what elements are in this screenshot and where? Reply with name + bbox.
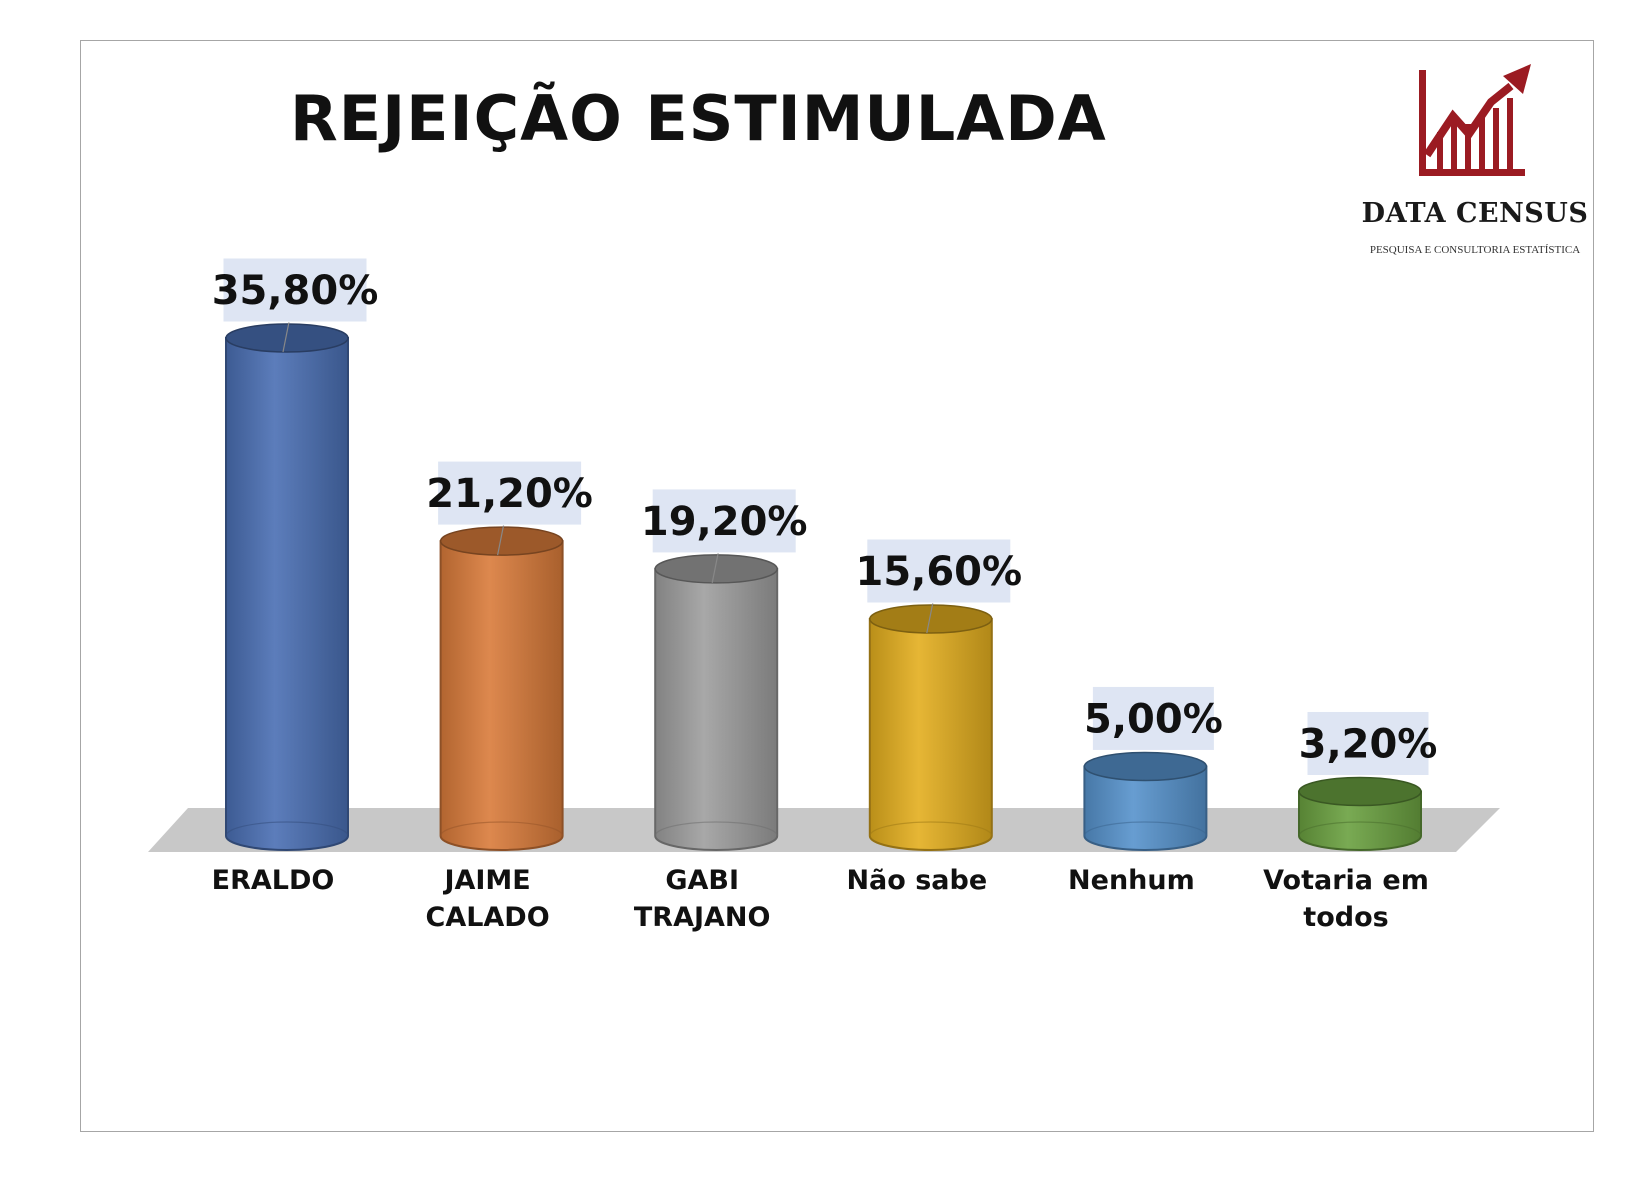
data-label: 5,00%: [1084, 696, 1223, 742]
bar-body: [225, 337, 349, 851]
bar-base-edge: [225, 821, 349, 837]
data-label-box: [1306, 710, 1430, 776]
bar-top: [869, 604, 993, 634]
bar-base-edge: [654, 821, 778, 837]
label-leader-line: [711, 552, 719, 584]
data-label-box: [1091, 685, 1215, 751]
bar-body: [654, 567, 779, 851]
data-label-box: [437, 460, 583, 526]
bar-body: [439, 540, 564, 851]
data-label: 15,60%: [855, 549, 1022, 595]
category-label: Não sabe: [846, 865, 987, 896]
bar-base-edge: [869, 821, 993, 837]
label-leader-line: [497, 524, 505, 556]
data-label-box: [222, 257, 368, 323]
bar-top: [1083, 751, 1208, 782]
bar-3: [654, 554, 779, 851]
bar-base-edge: [1298, 821, 1422, 837]
category-label: Nenhum: [1068, 865, 1195, 896]
bar-2: [439, 526, 564, 851]
chart-floor: [148, 808, 1500, 852]
label-leader-line: [926, 602, 934, 634]
brand-name: DATA CENSUS: [1361, 198, 1589, 229]
bar-top: [439, 526, 564, 556]
bar-4: [868, 604, 993, 851]
bar-body: [1083, 765, 1208, 851]
bar-growth-logo-icon: [1419, 64, 1531, 176]
data-label: 3,20%: [1299, 721, 1438, 767]
bar-base-edge: [1083, 821, 1207, 837]
bar-top: [654, 554, 778, 584]
category-label: JAIME: [442, 865, 530, 896]
bar-base-edge: [440, 821, 564, 837]
data-census-logo: DATA CENSUS PESQUISA E CONSULTORIA ESTAT…: [1360, 56, 1590, 266]
category-label: ERALDO: [212, 865, 335, 896]
data-label-box: [866, 538, 1012, 604]
label-leader-line: [282, 321, 290, 353]
data-label-box: [651, 488, 797, 554]
category-label: TRAJANO: [634, 902, 771, 933]
bar-6: [1298, 776, 1422, 851]
bar-body: [868, 617, 993, 851]
bar-top: [1298, 776, 1422, 807]
data-label: 35,80%: [212, 268, 379, 314]
bar-5: [1083, 751, 1208, 851]
data-label: 21,20%: [426, 471, 593, 517]
bar-top: [225, 323, 349, 353]
category-label: CALADO: [426, 902, 550, 933]
brand-tagline: PESQUISA E CONSULTORIA ESTATÍSTICA: [1369, 244, 1581, 256]
chart-title: REJEIÇÃO ESTIMULADA: [290, 82, 1107, 155]
category-label: Votaria em: [1263, 865, 1429, 896]
bar-1: [225, 323, 349, 851]
data-label: 19,20%: [641, 499, 808, 545]
category-label: GABI: [665, 865, 739, 896]
bar-body: [1298, 790, 1422, 851]
category-label: todos: [1303, 902, 1388, 933]
